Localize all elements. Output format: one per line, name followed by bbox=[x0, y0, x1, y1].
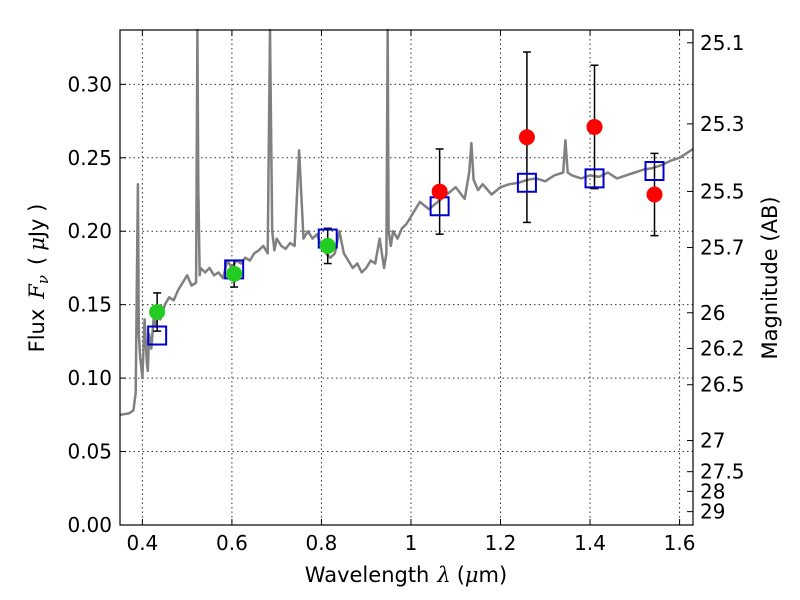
y-axis-label: FluxFν(μJy ) bbox=[25, 204, 52, 353]
observed-flux-point bbox=[646, 186, 663, 203]
x-tick-label: 1 bbox=[405, 531, 418, 555]
x-tick-label: 0.8 bbox=[306, 531, 338, 555]
y2-tick-label: 26 bbox=[700, 301, 725, 325]
x-axis: 0.4 0.6 0.8 1 1.2 1.4 1.6 bbox=[126, 30, 695, 555]
x-tick-label: 0.6 bbox=[216, 531, 248, 555]
plot-frame bbox=[119, 29, 694, 526]
y2-tick-label: 25.3 bbox=[700, 112, 745, 136]
y2-tick-label: 25.7 bbox=[700, 236, 745, 260]
model-photometry-square bbox=[147, 325, 168, 346]
y2-tick-label: 26.5 bbox=[700, 373, 745, 397]
observed-flux-point bbox=[149, 304, 166, 321]
y-tick-label: 0.20 bbox=[67, 219, 112, 243]
model-spectrum-line bbox=[119, 28, 694, 417]
observed-flux-point bbox=[518, 129, 535, 146]
model-photometry-square bbox=[516, 172, 537, 193]
observed-flux-point bbox=[586, 118, 603, 135]
y-tick-label: 0.05 bbox=[67, 440, 112, 464]
y2-tick-label: 28 bbox=[700, 479, 725, 503]
y2-tick-label: 25.5 bbox=[700, 179, 745, 203]
y-axis: 0.00 0.05 0.10 0.15 0.20 0.25 0.30 bbox=[67, 72, 126, 537]
y2-tick-label: 26.2 bbox=[700, 336, 745, 360]
x-tick-label: 1.4 bbox=[574, 531, 606, 555]
x-tick-label: 1.2 bbox=[485, 531, 517, 555]
y-tick-label: 0.30 bbox=[67, 72, 112, 96]
observed-flux-point bbox=[226, 265, 243, 282]
y-tick-label: 0.15 bbox=[67, 293, 112, 317]
plot-area bbox=[119, 28, 694, 417]
y-tick-label: 0.25 bbox=[67, 146, 112, 170]
x-axis-label: Wavelength λ (μm) bbox=[305, 563, 507, 587]
y2-tick-label: 27.5 bbox=[700, 460, 745, 484]
y2-axis-label: Magnitude (AB) bbox=[758, 196, 782, 359]
y2-tick-label: 29 bbox=[700, 500, 725, 524]
x-tick-label: 0.4 bbox=[126, 531, 158, 555]
observed-flux-point bbox=[431, 183, 448, 200]
observed-flux-point bbox=[319, 237, 336, 254]
y2-tick-label: 27 bbox=[700, 429, 725, 453]
model-photometry-square bbox=[644, 161, 665, 182]
grid-lines bbox=[120, 30, 693, 526]
x-tick-label: 1.6 bbox=[664, 531, 696, 555]
model-photometry-square bbox=[584, 168, 605, 189]
y2-tick-label: 25.1 bbox=[700, 31, 745, 55]
y-tick-label: 0.00 bbox=[67, 513, 112, 537]
y-tick-label: 0.10 bbox=[67, 366, 112, 390]
